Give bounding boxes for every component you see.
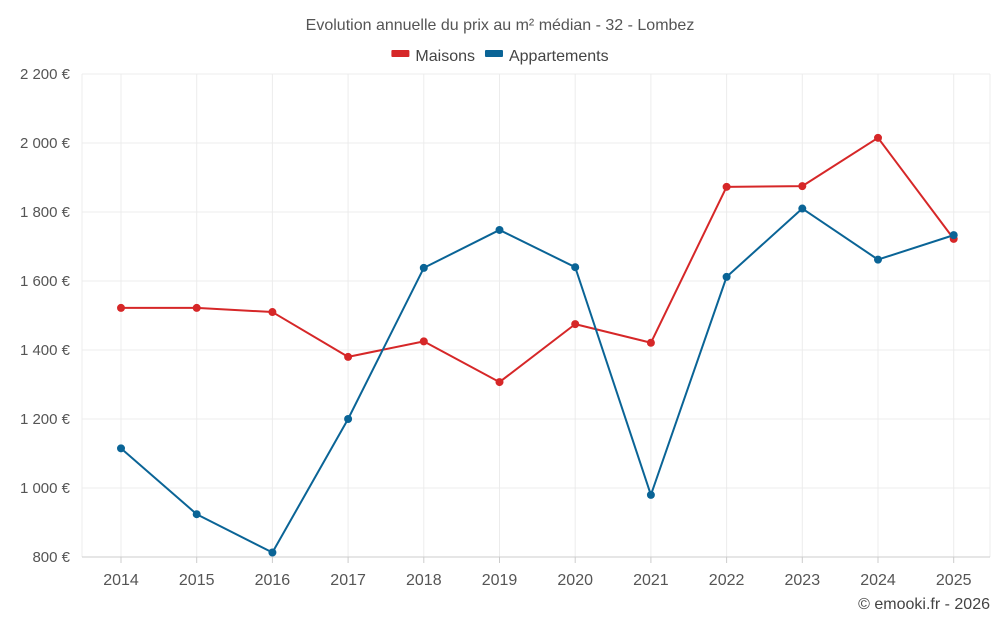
x-tick-label: 2019	[482, 572, 518, 589]
credit-text: © emooki.fr - 2026	[858, 596, 990, 613]
data-point-maisons[interactable]	[419, 337, 428, 346]
data-point-appartements[interactable]	[798, 204, 807, 213]
x-tick-label: 2016	[255, 572, 291, 589]
data-point-appartements[interactable]	[949, 231, 958, 240]
data-point-appartements[interactable]	[268, 548, 277, 557]
data-point-maisons[interactable]	[117, 303, 125, 312]
data-point-maisons[interactable]	[192, 303, 201, 312]
data-point-appartements[interactable]	[646, 490, 655, 499]
x-tick-label: 2017	[330, 572, 366, 589]
data-point-appartements[interactable]	[344, 415, 353, 423]
axes: 800 € 1 000 € 1 200 € 1 400 € 1 600 € 1 800 €…	[20, 66, 990, 589]
x-tick-label: 2018	[406, 572, 442, 589]
data-point-maisons[interactable]	[344, 352, 353, 361]
data-point-maisons[interactable]	[874, 133, 882, 142]
data-point-maisons[interactable]	[268, 308, 277, 317]
x-tick-label: 2022	[709, 572, 745, 589]
y-tick-label: 1 600 €	[20, 273, 71, 290]
legend-item-maisons[interactable]: Maisons	[391, 48, 475, 65]
y-tick-label: 800 €	[32, 549, 70, 566]
x-tick-label: 2021	[633, 572, 669, 589]
x-tick-label: 2025	[936, 572, 972, 589]
data-point-appartements[interactable]	[722, 272, 731, 281]
data-point-maisons[interactable]	[495, 378, 504, 387]
data-point-maisons[interactable]	[646, 338, 655, 347]
legend: Maisons Appartements	[391, 48, 609, 65]
x-tick-label: 2015	[179, 572, 215, 589]
legend-swatch	[484, 50, 503, 57]
y-tick-label: 2 200 €	[20, 66, 71, 83]
data-point-appartements[interactable]	[192, 510, 201, 519]
chart-title: Evolution annuelle du prix au m² médian …	[306, 17, 695, 34]
legend-swatch	[391, 50, 410, 57]
x-tick-label: 2020	[557, 572, 593, 589]
data-point-maisons[interactable]	[571, 320, 580, 329]
legend-item-appartements[interactable]: Appartements	[484, 48, 609, 65]
y-tick-label: 1 200 €	[20, 411, 71, 428]
series-layer	[117, 133, 958, 557]
series-line-appartements	[120, 207, 955, 554]
x-tick-label: 2024	[860, 572, 896, 589]
x-tick-label: 2023	[785, 572, 821, 589]
data-point-appartements[interactable]	[419, 263, 428, 272]
series-line-maisons	[121, 136, 955, 384]
legend-label: Appartements	[509, 48, 609, 65]
grid	[81, 73, 991, 557]
data-point-appartements[interactable]	[495, 225, 504, 234]
legend-label: Maisons	[415, 48, 475, 65]
y-tick-label: 2 000 €	[20, 135, 71, 152]
y-tick-label: 1 000 €	[20, 480, 71, 497]
data-point-appartements[interactable]	[874, 255, 882, 264]
series-appartements	[117, 204, 958, 557]
y-tick-label: 1 800 €	[20, 204, 71, 221]
data-point-appartements[interactable]	[571, 263, 580, 272]
y-tick-label: 1 400 €	[20, 342, 71, 359]
data-point-maisons[interactable]	[798, 182, 807, 191]
series-maisons	[117, 133, 958, 387]
data-point-appartements[interactable]	[117, 444, 125, 453]
x-tick-label: 2014	[103, 572, 139, 589]
data-point-maisons[interactable]	[722, 182, 731, 191]
